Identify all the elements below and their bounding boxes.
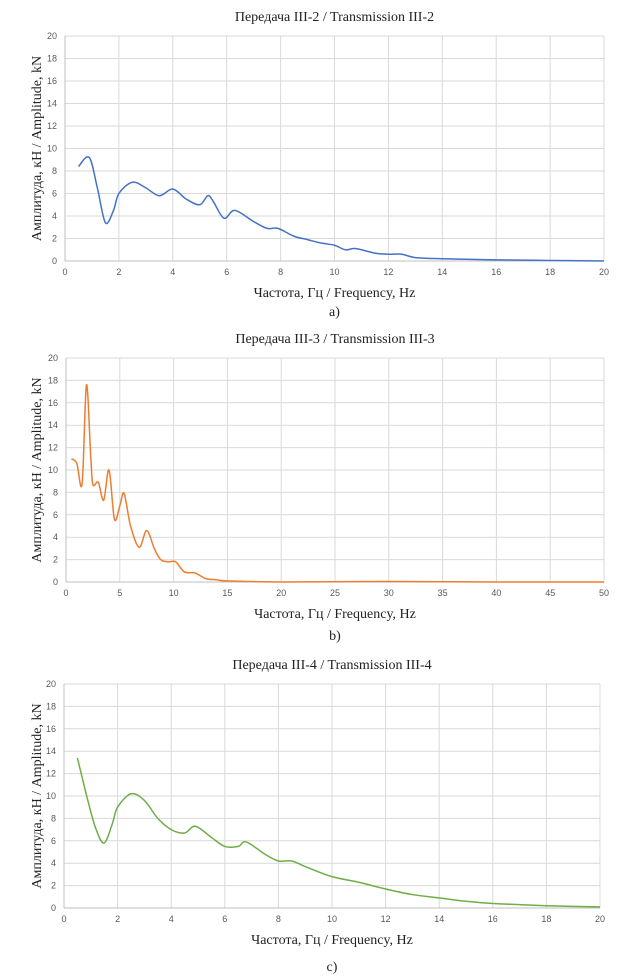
y-tick-label: 6 xyxy=(53,510,58,520)
x-tick-label: 12 xyxy=(383,267,393,277)
x-tick-label: 14 xyxy=(434,914,444,924)
x-tick-label: 20 xyxy=(599,267,609,277)
x-axis-label: Частота, Гц / Frequency, Hz xyxy=(254,286,416,301)
x-tick-label: 16 xyxy=(491,267,501,277)
y-tick-label: 0 xyxy=(53,577,58,587)
y-tick-label: 2 xyxy=(51,881,56,891)
x-tick-label: 20 xyxy=(595,914,605,924)
x-tick-label: 6 xyxy=(222,914,227,924)
y-tick-label: 4 xyxy=(51,858,56,868)
y-tick-label: 16 xyxy=(47,76,57,86)
x-tick-label: 16 xyxy=(488,914,498,924)
panel-caption: c) xyxy=(327,960,338,975)
y-tick-label: 12 xyxy=(47,121,57,131)
y-tick-label: 4 xyxy=(52,211,57,221)
y-tick-label: 18 xyxy=(46,701,56,711)
y-tick-label: 14 xyxy=(46,746,56,756)
x-tick-label: 4 xyxy=(170,267,175,277)
y-tick-label: 16 xyxy=(46,724,56,734)
series-line xyxy=(70,384,605,583)
x-tick-label: 2 xyxy=(116,267,121,277)
y-axis-label: Амплитуда, кН / Amplitude, kN xyxy=(30,377,45,562)
chart-title: Передача III-4 / Transmission III-4 xyxy=(232,658,431,673)
y-tick-label: 18 xyxy=(48,375,58,385)
chart-panel-a: 0 2 4 6 8 10 12 14 16 18 20 0 2 4 6 8 10 12 14 16 18 20 Переда… xyxy=(30,10,609,320)
x-tick-label: 0 xyxy=(63,588,68,598)
panel-caption: a) xyxy=(329,305,340,320)
y-tick-label: 8 xyxy=(53,487,58,497)
y-tick-label: 20 xyxy=(47,31,57,41)
y-tick-label: 16 xyxy=(48,398,58,408)
x-tick-label: 25 xyxy=(330,588,340,598)
chart-panel-b: 0 2 4 6 8 10 12 14 16 18 20 0 5 10 15 20 25 30 35 40 45 50 Пер… xyxy=(30,332,609,644)
y-tick-label: 10 xyxy=(46,791,56,801)
chart-title: Передача III-3 / Transmission III-3 xyxy=(235,332,434,347)
x-tick-label: 30 xyxy=(384,588,394,598)
y-tick-label: 8 xyxy=(52,166,57,176)
y-tick-label: 4 xyxy=(53,532,58,542)
x-tick-label: 20 xyxy=(276,588,286,598)
y-tick-label: 20 xyxy=(46,679,56,689)
x-tick-label: 2 xyxy=(115,914,120,924)
y-tick-label: 14 xyxy=(47,99,57,109)
x-axis-label: Частота, Гц / Frequency, Hz xyxy=(254,607,416,622)
x-tick-label: 10 xyxy=(327,914,337,924)
y-tick-label: 10 xyxy=(47,144,57,154)
x-tick-label: 18 xyxy=(541,914,551,924)
x-tick-label: 10 xyxy=(329,267,339,277)
series-line xyxy=(77,156,605,262)
y-tick-label: 14 xyxy=(48,420,58,430)
series-line xyxy=(76,757,601,908)
y-tick-label: 6 xyxy=(52,189,57,199)
y-axis-label: Амплитуда, кН / Amplitude, kN xyxy=(30,703,45,888)
chart-panel-c: 0 2 4 6 8 10 12 14 16 18 20 0 2 4 6 8 10 12 14 16 18 20 Переда… xyxy=(30,658,605,975)
x-tick-label: 18 xyxy=(545,267,555,277)
chart-title: Передача III-2 / Transmission III-2 xyxy=(235,10,434,25)
panel-caption: b) xyxy=(329,629,341,644)
x-tick-label: 45 xyxy=(545,588,555,598)
x-tick-label: 0 xyxy=(61,914,66,924)
x-tick-label: 6 xyxy=(224,267,229,277)
x-tick-label: 14 xyxy=(437,267,447,277)
y-tick-label: 10 xyxy=(48,465,58,475)
x-tick-label: 5 xyxy=(117,588,122,598)
x-tick-label: 40 xyxy=(491,588,501,598)
y-axis-label: Амплитуда, кН / Amplitude, kN xyxy=(30,56,45,241)
x-tick-label: 50 xyxy=(599,588,609,598)
y-tick-label: 20 xyxy=(48,353,58,363)
y-tick-label: 0 xyxy=(52,256,57,266)
y-tick-label: 18 xyxy=(47,54,57,64)
x-tick-label: 10 xyxy=(169,588,179,598)
y-tick-label: 6 xyxy=(51,836,56,846)
x-tick-label: 12 xyxy=(381,914,391,924)
x-tick-label: 8 xyxy=(278,267,283,277)
x-tick-label: 4 xyxy=(169,914,174,924)
y-tick-label: 2 xyxy=(53,555,58,565)
y-tick-label: 2 xyxy=(52,234,57,244)
x-tick-label: 35 xyxy=(438,588,448,598)
x-tick-label: 15 xyxy=(222,588,232,598)
y-tick-label: 8 xyxy=(51,813,56,823)
x-axis-label: Частота, Гц / Frequency, Hz xyxy=(251,933,413,948)
y-tick-label: 0 xyxy=(51,903,56,913)
y-tick-label: 12 xyxy=(48,443,58,453)
x-tick-label: 8 xyxy=(276,914,281,924)
x-tick-label: 0 xyxy=(62,267,67,277)
y-tick-label: 12 xyxy=(46,769,56,779)
